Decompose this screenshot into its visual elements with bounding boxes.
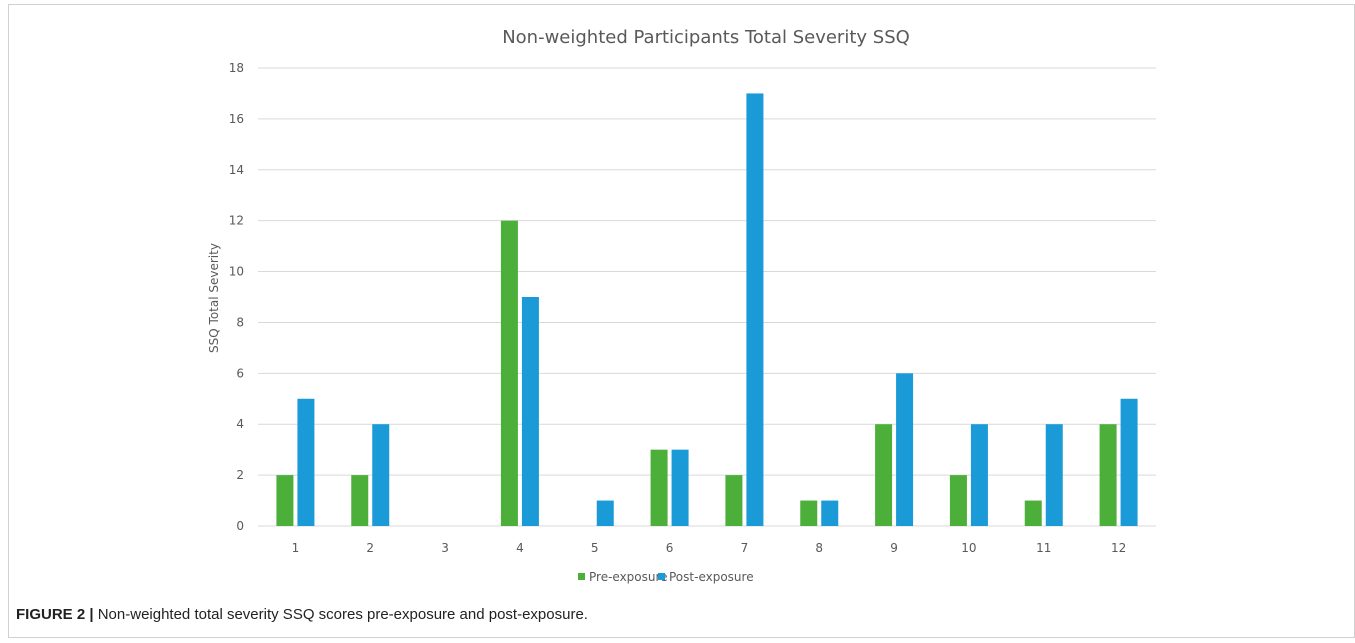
caption-text: Non-weighted total severity SSQ scores p…	[97, 606, 588, 623]
bar-post-12	[1120, 398, 1138, 526]
figure-label: FIGURE 2 |	[16, 606, 94, 623]
bar-pre-6	[650, 449, 668, 526]
bar-pre-8	[800, 500, 818, 526]
legend-swatch-post	[658, 573, 665, 580]
legend-label-post: Post-exposure	[669, 570, 754, 584]
y-tick-label: 0	[236, 519, 244, 533]
bar-pre-12	[1099, 424, 1117, 526]
figure-caption: FIGURE 2 | Non-weighted total severity S…	[16, 606, 588, 623]
bar-pre-2	[351, 475, 369, 526]
x-tick-label: 10	[961, 541, 976, 555]
x-tick-label: 12	[1111, 541, 1126, 555]
bar-post-5	[596, 500, 614, 526]
chart-panel	[8, 4, 1355, 638]
bars	[276, 93, 1138, 526]
bar-post-7	[746, 93, 764, 526]
bar-post-11	[1045, 424, 1063, 526]
bar-post-4	[521, 297, 539, 526]
x-tick-label: 7	[741, 541, 749, 555]
chart-title: Non-weighted Participants Total Severity…	[502, 27, 910, 48]
bar-pre-4	[500, 220, 518, 526]
x-tick-label: 2	[366, 541, 374, 555]
legend-label-pre: Pre-exposure	[589, 570, 668, 584]
x-tick-label: 3	[441, 541, 449, 555]
x-tick-label: 4	[516, 541, 524, 555]
bar-post-1	[297, 398, 315, 526]
bar-post-2	[372, 424, 390, 526]
x-tick-label: 8	[815, 541, 823, 555]
bar-post-10	[970, 424, 988, 526]
y-tick-label: 6	[236, 366, 244, 380]
y-tick-label: 16	[229, 112, 244, 126]
bar-pre-11	[1024, 500, 1042, 526]
y-tick-label: 14	[229, 163, 244, 177]
legend-swatch-pre	[578, 573, 585, 580]
bar-chart: Non-weighted Participants Total Severity…	[207, 27, 1156, 584]
bar-pre-1	[276, 475, 294, 526]
x-tick-label: 1	[292, 541, 300, 555]
bar-post-8	[821, 500, 839, 526]
x-tick-label: 5	[591, 541, 599, 555]
legend: Pre-exposure Post-exposure	[578, 570, 754, 584]
y-tick-label: 2	[236, 468, 244, 482]
x-tick-label: 11	[1036, 541, 1051, 555]
bar-pre-7	[725, 475, 743, 526]
y-axis-label: SSQ Total Severity	[207, 243, 221, 353]
y-tick-label: 10	[229, 265, 244, 279]
y-tick-label: 12	[229, 214, 244, 228]
y-tick-labels: 0 2 4 6 8 10 12 14 16 18	[229, 61, 244, 533]
x-tick-label: 6	[666, 541, 674, 555]
bar-pre-10	[949, 475, 967, 526]
gridlines	[258, 67, 1156, 527]
y-tick-label: 4	[236, 417, 244, 431]
x-tick-labels: 1 2 3 4 5 6 7 8 9 10 11 12	[292, 541, 1127, 555]
bar-pre-9	[875, 424, 893, 526]
bar-post-9	[896, 373, 914, 526]
x-tick-label: 9	[890, 541, 898, 555]
y-tick-label: 8	[236, 315, 244, 329]
y-tick-label: 18	[229, 61, 244, 75]
bar-post-6	[671, 449, 689, 526]
